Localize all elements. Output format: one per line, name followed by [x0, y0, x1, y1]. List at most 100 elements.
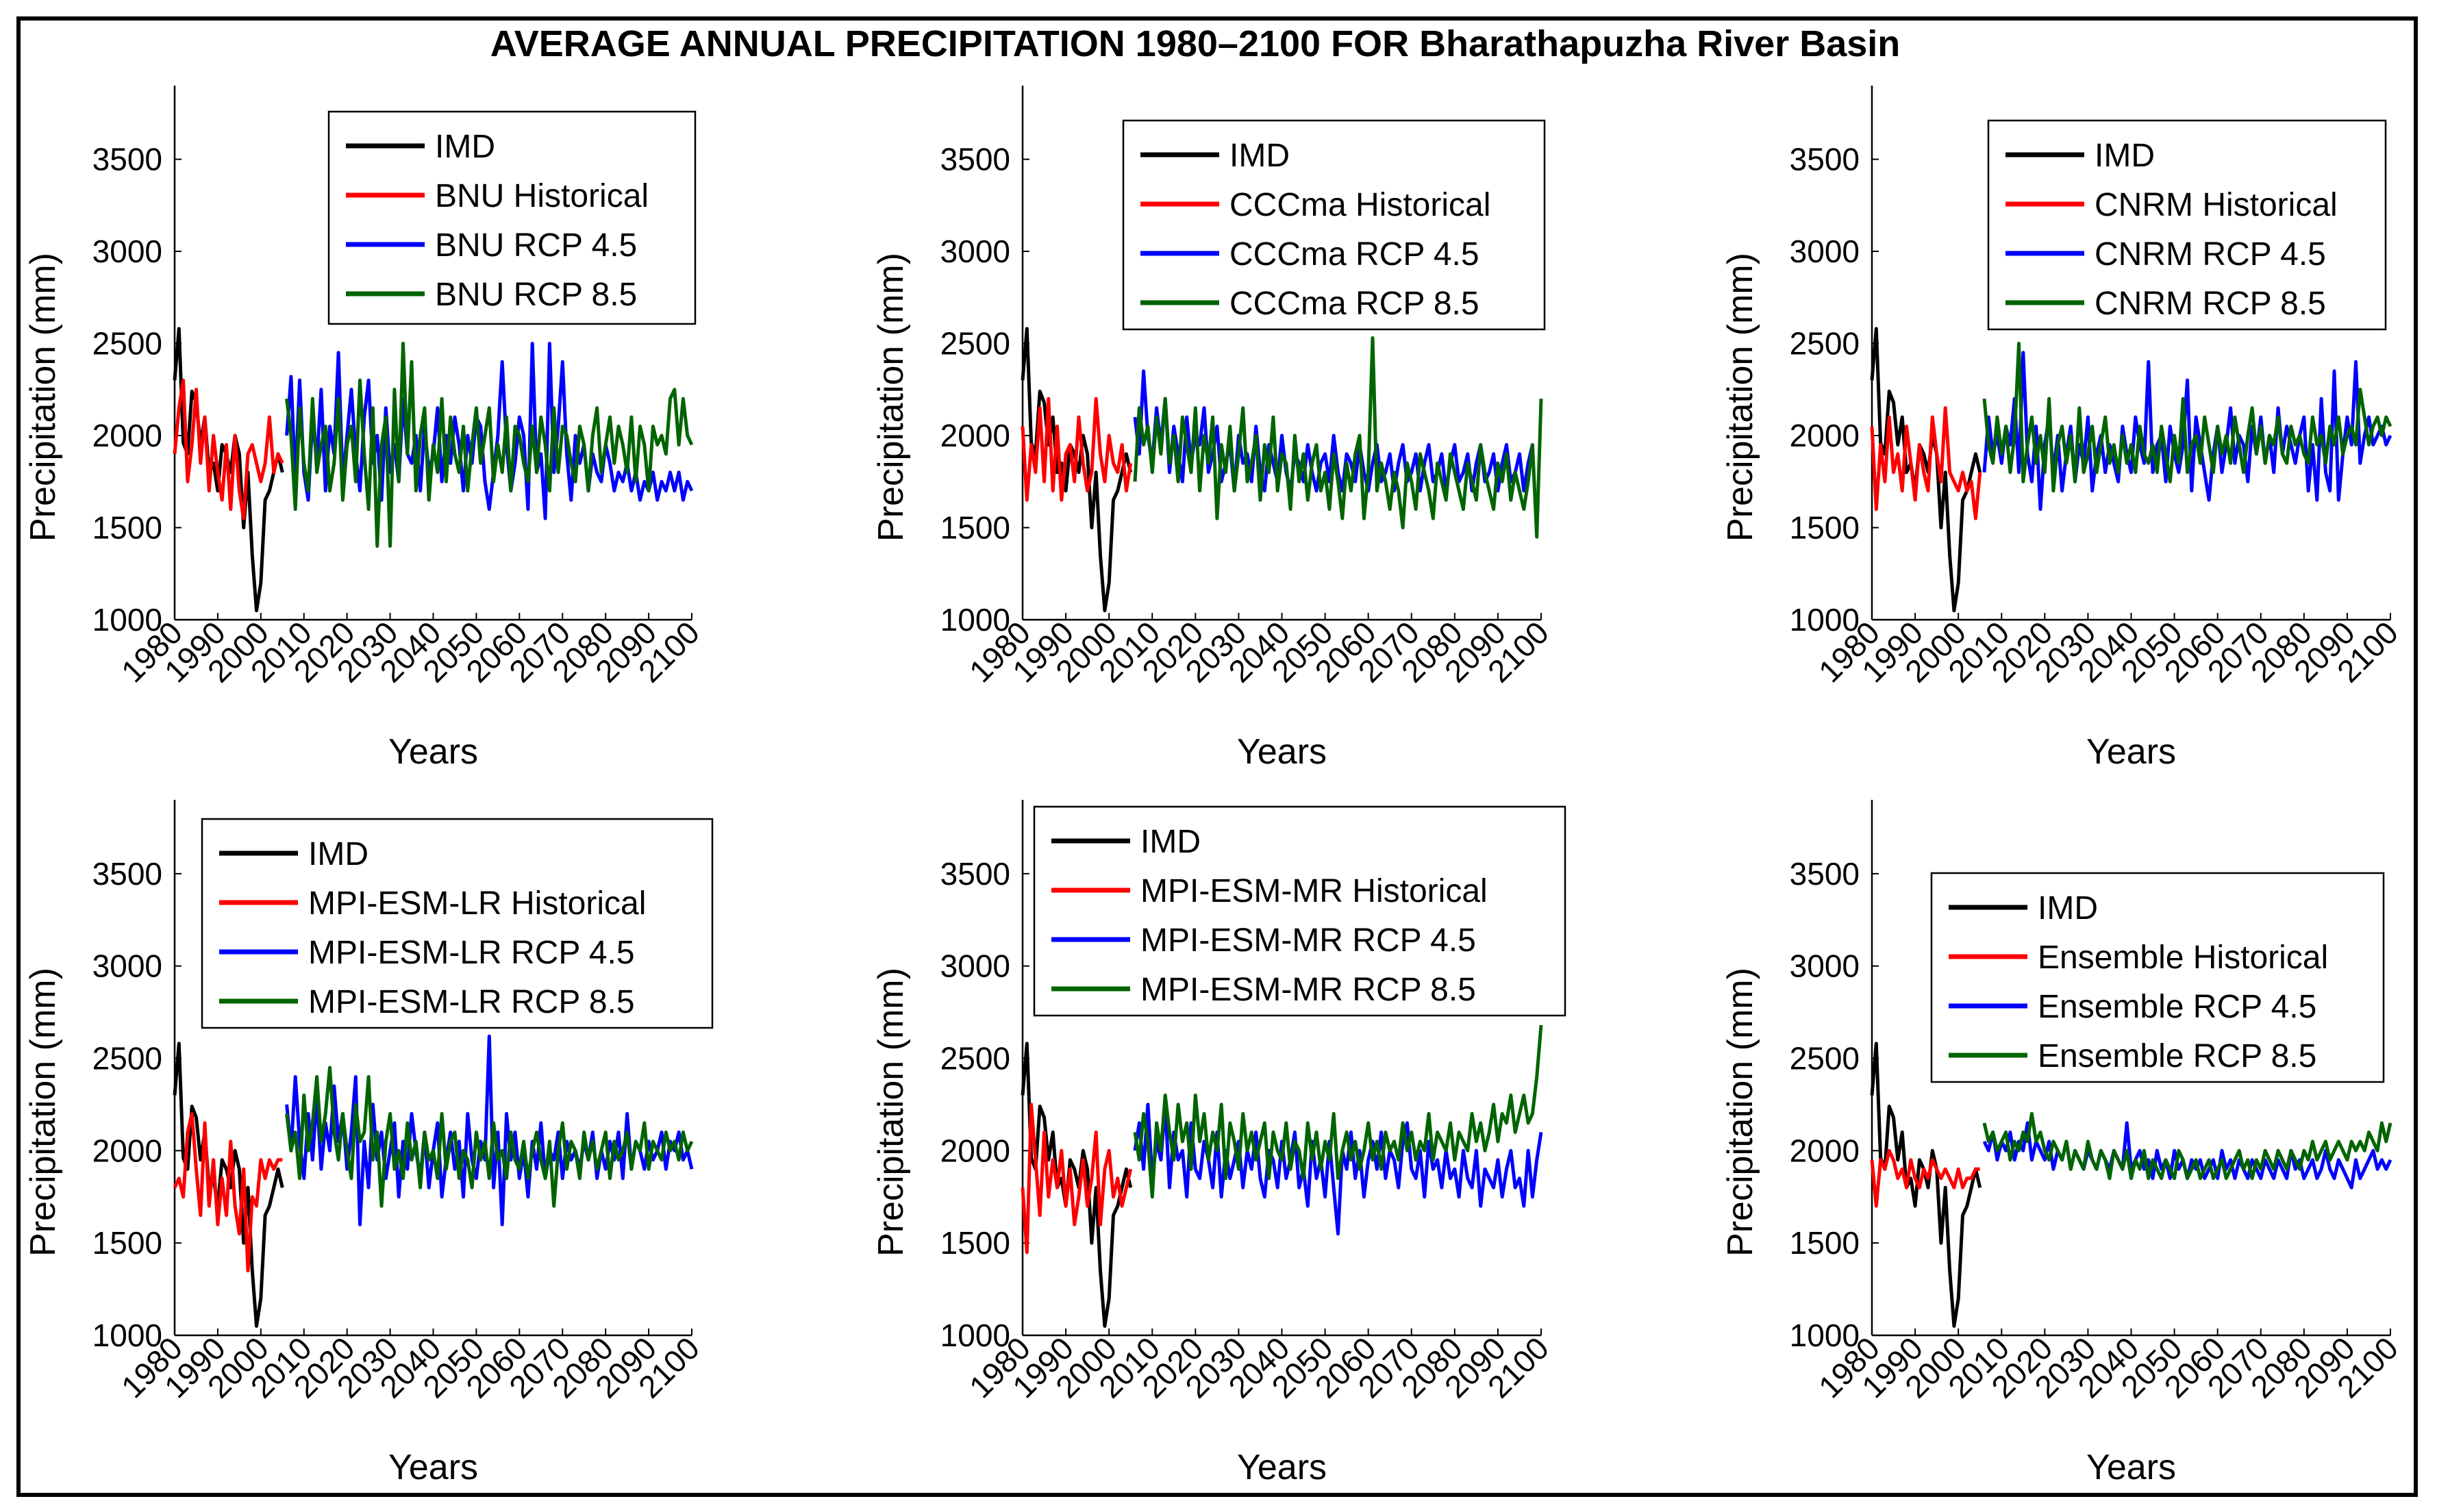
- series-line-1: [1021, 396, 1133, 502]
- legend: IMD BNU Historical BNU RCP 4.5 BNU RCP 8.5: [327, 110, 697, 325]
- y-tick-label: 1000: [92, 602, 162, 638]
- series-line-1: [1870, 406, 1982, 520]
- y-tick-label: 2500: [92, 326, 162, 362]
- series-line-2: [1133, 1102, 1543, 1236]
- y-tick-label: 1500: [940, 1225, 1010, 1261]
- legend-label: CNRM Historical: [2095, 187, 2338, 223]
- y-tick-label: 1500: [1790, 1225, 1860, 1261]
- x-axis-label: Years: [2086, 732, 2176, 772]
- legend-label: MPI-ESM-MR Historical: [1140, 873, 1488, 909]
- y-tick-label: 3500: [940, 856, 1010, 892]
- chart-panel-ensemble: 1000150020002500300035001980199020002010…: [1721, 800, 2405, 1487]
- y-axis-label: Precipitation (mm): [23, 253, 63, 542]
- x-axis-label: Years: [388, 1448, 478, 1487]
- legend-label: IMD: [2095, 138, 2155, 174]
- chart-panel-bnu: 1000150020002500300035001980199020002010…: [23, 86, 706, 772]
- legend-label: MPI-ESM-LR RCP 8.5: [308, 984, 635, 1020]
- y-tick-label: 3000: [940, 948, 1010, 984]
- y-tick-label: 1500: [92, 510, 162, 546]
- legend-label: MPI-ESM-LR RCP 4.5: [308, 935, 635, 971]
- y-tick-label: 1500: [1790, 510, 1860, 546]
- y-tick-label: 2500: [1790, 1041, 1860, 1076]
- legend-label: CNRM RCP 8.5: [2095, 286, 2326, 322]
- y-tick-label: 2500: [940, 1041, 1010, 1076]
- series-line-3: [1133, 336, 1543, 539]
- series-line-0: [1870, 1042, 1982, 1328]
- legend-label: IMD: [1140, 824, 1201, 860]
- y-tick-label: 3500: [940, 142, 1010, 177]
- legend: IMD CNRM Historical CNRM RCP 4.5 CNRM RCP 8…: [1987, 119, 2387, 331]
- y-tick-label: 3500: [1790, 856, 1860, 892]
- legend-label: IMD: [308, 836, 368, 872]
- legend-label: CCCma RCP 4.5: [1229, 236, 1479, 273]
- legend-label: MPI-ESM-MR RCP 4.5: [1140, 922, 1476, 959]
- legend: IMD MPI-ESM-MR Historical MPI-ESM-MR RCP 4…: [1033, 805, 1566, 1017]
- y-tick-label: 3500: [1790, 142, 1860, 177]
- y-tick-label: 1500: [940, 510, 1010, 546]
- legend-label: Ensemble Historical: [2038, 940, 2328, 976]
- y-tick-label: 2000: [940, 418, 1010, 453]
- y-axis-label: Precipitation (mm): [23, 968, 63, 1257]
- legend-label: Ensemble RCP 8.5: [2038, 1038, 2316, 1074]
- series-line-0: [1870, 327, 1982, 613]
- y-tick-label: 2500: [92, 1041, 162, 1076]
- y-tick-label: 3000: [92, 234, 162, 269]
- series-line-3: [285, 342, 694, 548]
- y-tick-label: 2000: [1790, 418, 1860, 453]
- y-tick-label: 2000: [92, 418, 162, 453]
- legend-label: BNU RCP 8.5: [435, 277, 637, 313]
- y-axis-label: Precipitation (mm): [871, 968, 911, 1257]
- legend-label: BNU RCP 4.5: [435, 227, 637, 264]
- y-tick-label: 3000: [940, 234, 1010, 269]
- y-tick-label: 2000: [940, 1133, 1010, 1168]
- y-tick-label: 2500: [1790, 326, 1860, 362]
- series-line-1: [1870, 1148, 1980, 1208]
- chart-panel-cnrm: 1000150020002500300035001980199020002010…: [1721, 86, 2405, 772]
- series-line-3: [285, 1066, 694, 1208]
- y-tick-label: 3000: [1790, 234, 1860, 269]
- series-line-2: [285, 1034, 694, 1226]
- x-axis-label: Years: [1237, 1448, 1327, 1487]
- series-line-1: [173, 1111, 283, 1273]
- legend-label: CNRM RCP 4.5: [2095, 236, 2326, 273]
- series-line-2: [1133, 369, 1534, 493]
- legend-label: IMD: [1229, 138, 1290, 174]
- chart-panel-mpi-esm-lr: 1000150020002500300035001980199020002010…: [23, 800, 714, 1487]
- y-tick-label: 3000: [92, 948, 162, 984]
- y-tick-label: 3500: [92, 856, 162, 892]
- legend: IMD CCCma Historical CCCma RCP 4.5 CCCma RC…: [1122, 119, 1546, 331]
- y-tick-label: 3500: [92, 142, 162, 177]
- series-line-3: [1982, 1111, 2392, 1181]
- legend-label: CCCma Historical: [1229, 187, 1490, 223]
- series-line-1: [1021, 1102, 1133, 1255]
- legend-label: BNU Historical: [435, 178, 649, 214]
- y-tick-label: 2000: [92, 1133, 162, 1168]
- figure-title: AVERAGE ANNUAL PRECIPITATION 1980–2100 F…: [490, 23, 1901, 64]
- x-axis-label: Years: [1237, 732, 1327, 772]
- legend-label: CCCma RCP 8.5: [1229, 286, 1479, 322]
- x-axis-label: Years: [2086, 1448, 2176, 1487]
- legend: IMD MPI-ESM-LR Historical MPI-ESM-LR RCP 4…: [201, 818, 714, 1029]
- legend: IMD Ensemble Historical Ensemble RCP 4.5 En…: [1930, 872, 2385, 1083]
- x-axis-label: Years: [388, 732, 478, 772]
- series-line-1: [173, 378, 284, 520]
- y-tick-label: 1000: [92, 1318, 162, 1353]
- y-tick-label: 1000: [1790, 602, 1860, 638]
- series-line-2: [285, 342, 694, 520]
- series-line-3: [1133, 1024, 1543, 1199]
- y-axis-label: Precipitation (mm): [1721, 253, 1760, 542]
- y-axis-label: Precipitation (mm): [1721, 968, 1760, 1257]
- y-tick-label: 1500: [92, 1225, 162, 1261]
- y-tick-label: 2500: [940, 326, 1010, 362]
- legend-label: Ensemble RCP 4.5: [2038, 989, 2316, 1025]
- legend-label: MPI-ESM-MR RCP 8.5: [1140, 972, 1476, 1008]
- y-tick-label: 1000: [940, 602, 1010, 638]
- y-tick-label: 3000: [1790, 948, 1860, 984]
- y-tick-label: 1000: [1790, 1318, 1860, 1353]
- legend-label: MPI-ESM-LR Historical: [308, 885, 646, 922]
- legend-label: IMD: [435, 129, 495, 165]
- y-axis-label: Precipitation (mm): [871, 253, 911, 542]
- series-line-3: [1982, 342, 2392, 493]
- y-tick-label: 2000: [1790, 1133, 1860, 1168]
